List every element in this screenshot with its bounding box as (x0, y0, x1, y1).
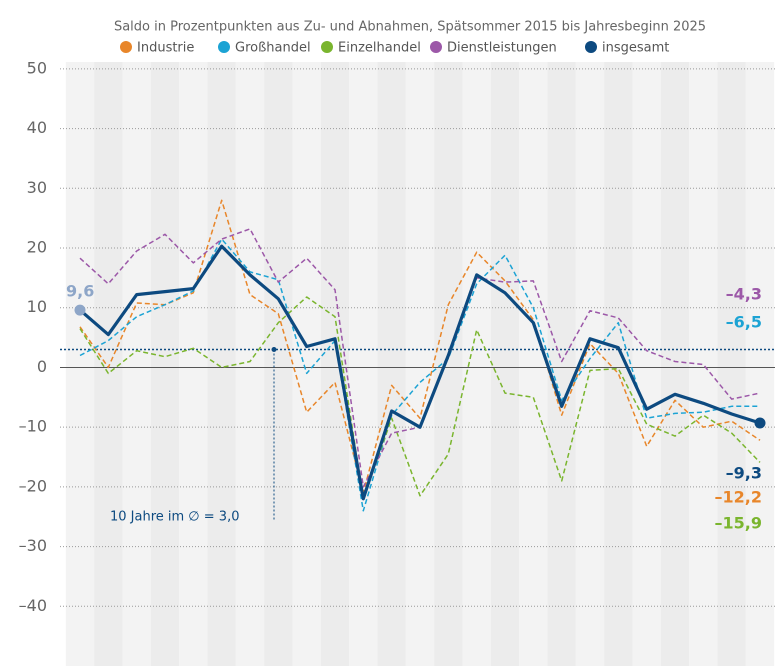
legend-label: Dienstleistungen (447, 41, 557, 56)
value-label: –9,3 (726, 464, 762, 483)
legend-label: Industrie (137, 41, 194, 56)
background-band (660, 62, 690, 666)
background-band (632, 62, 661, 666)
value-label: –6,5 (726, 313, 762, 332)
reference-label: 10 Jahre im ∅ = 3,0 (110, 510, 239, 525)
background-band (490, 62, 520, 666)
background-band (717, 62, 746, 666)
value-label: 9,6 (66, 282, 94, 301)
background-band (405, 62, 435, 666)
background-band (434, 62, 463, 666)
y-tick-label: –10 (19, 417, 47, 436)
y-tick-label: 30 (27, 178, 47, 197)
background-band (292, 62, 321, 666)
y-tick-label: –30 (19, 536, 47, 555)
reference-dot (271, 347, 277, 353)
legend-marker (321, 41, 333, 53)
legend-marker (218, 41, 230, 53)
background-band (377, 62, 406, 666)
y-tick-label: 40 (27, 118, 47, 137)
background-band (264, 62, 293, 666)
start-marker (74, 304, 86, 316)
background-band (349, 62, 378, 666)
y-tick-label: 50 (27, 58, 47, 77)
legend-marker (120, 41, 132, 53)
legend-marker (430, 41, 442, 53)
chart-title: Saldo in Prozentpunkten aus Zu- und Abna… (114, 20, 706, 35)
legend-marker (585, 41, 597, 53)
series-line (79, 296, 761, 500)
background-band (320, 62, 350, 666)
background-band (122, 62, 151, 666)
y-tick-label: –20 (19, 476, 47, 495)
background-band (179, 62, 208, 666)
background-band (519, 62, 548, 666)
value-label: –4,3 (726, 285, 762, 304)
series-line (79, 199, 761, 494)
end-marker (754, 417, 766, 429)
background-band (150, 62, 180, 666)
background-band (462, 62, 491, 666)
background-band (745, 62, 775, 666)
background-band (207, 62, 236, 666)
y-tick-label: 10 (27, 297, 47, 316)
value-label: –15,9 (715, 514, 762, 533)
background-band (94, 62, 123, 666)
y-tick-label: 0 (37, 357, 47, 376)
legend-label: insgesamt (602, 41, 669, 56)
value-label: –12,2 (715, 488, 762, 507)
legend-label: Großhandel (235, 41, 311, 56)
background-band (65, 62, 95, 666)
series-line (79, 238, 760, 512)
y-tick-label: –40 (19, 596, 47, 615)
legend-label: Einzelhandel (338, 41, 421, 56)
y-tick-label: 20 (27, 238, 47, 257)
series-line (78, 244, 761, 501)
background-band (547, 62, 576, 666)
